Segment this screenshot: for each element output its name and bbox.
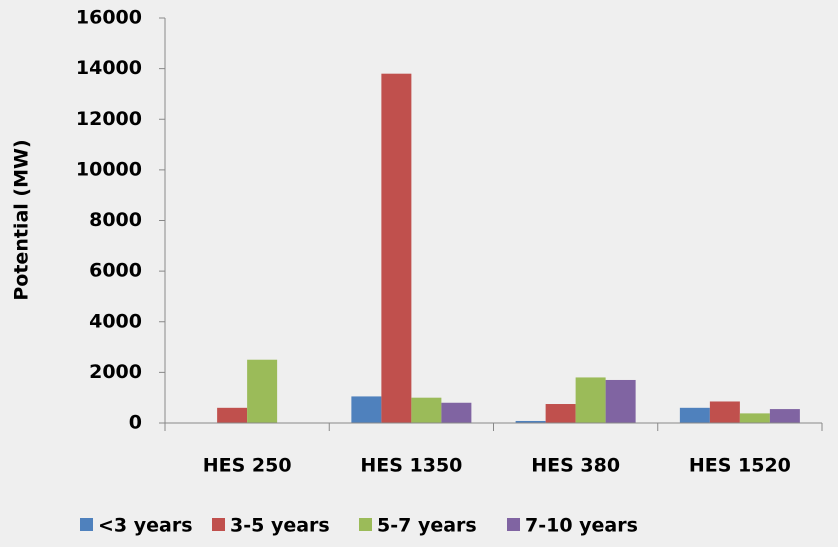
y-axis-label: Potential (MW) [11, 139, 33, 300]
bar [605, 379, 636, 423]
bar [679, 407, 710, 423]
legend-label: 3-5 years [230, 515, 330, 537]
y-tick-label: 0 [129, 412, 142, 434]
y-tick-label: 4000 [89, 310, 142, 332]
bar [575, 377, 606, 423]
bar [739, 413, 770, 423]
bar [247, 359, 278, 423]
y-tick-label: 8000 [89, 209, 142, 231]
bar [381, 73, 412, 423]
legend-swatch [507, 518, 520, 531]
y-tick-label: 16000 [76, 7, 142, 29]
bar [441, 402, 472, 423]
legend-swatch [359, 518, 372, 531]
y-tick-label: 14000 [76, 57, 142, 79]
legend-label: 7-10 years [525, 515, 638, 537]
y-tick-label: 2000 [89, 361, 142, 383]
y-tick-label: 12000 [76, 108, 142, 130]
bar [769, 409, 800, 423]
y-tick-label: 6000 [89, 260, 142, 282]
legend-swatch [80, 518, 93, 531]
legend-label: <3 years [98, 515, 193, 537]
bar [545, 404, 576, 423]
legend-label: 5-7 years [377, 515, 477, 537]
bar [709, 401, 740, 423]
x-tick-label: HES 380 [531, 455, 620, 477]
bar [411, 397, 442, 423]
x-tick-label: HES 1520 [689, 455, 791, 477]
y-tick-label: 10000 [76, 158, 142, 180]
x-tick-label: HES 1350 [360, 455, 462, 477]
legend-swatch [212, 518, 225, 531]
bar [217, 407, 248, 423]
x-tick-label: HES 250 [203, 455, 292, 477]
bar [515, 420, 546, 423]
bar [351, 396, 382, 423]
